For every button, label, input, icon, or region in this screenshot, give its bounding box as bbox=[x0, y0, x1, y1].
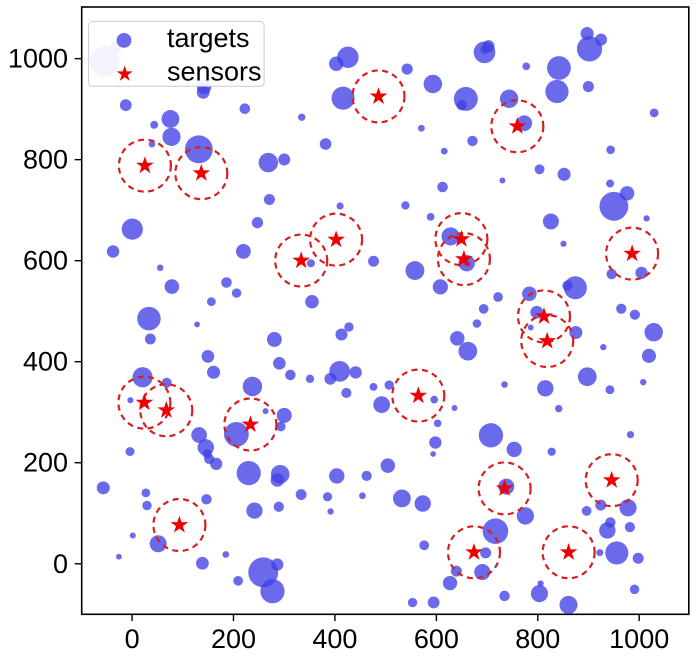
svg-text:1000: 1000 bbox=[609, 624, 669, 654]
svg-text:600: 600 bbox=[23, 246, 68, 276]
svg-text:targets: targets bbox=[167, 23, 250, 53]
svg-text:200: 200 bbox=[23, 448, 68, 478]
svg-text:200: 200 bbox=[211, 624, 256, 654]
svg-text:0: 0 bbox=[125, 624, 140, 654]
svg-text:0: 0 bbox=[53, 549, 68, 579]
svg-text:400: 400 bbox=[312, 624, 357, 654]
svg-text:800: 800 bbox=[515, 624, 560, 654]
svg-text:800: 800 bbox=[23, 145, 68, 175]
svg-text:400: 400 bbox=[23, 347, 68, 377]
svg-text:1000: 1000 bbox=[8, 44, 68, 74]
svg-text:sensors: sensors bbox=[167, 57, 262, 87]
svg-text:600: 600 bbox=[414, 624, 459, 654]
